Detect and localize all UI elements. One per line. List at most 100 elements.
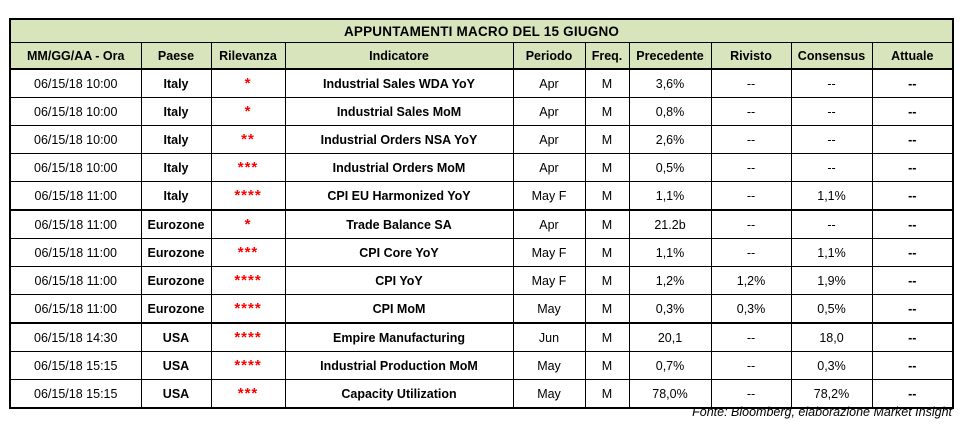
cell-attuale: --	[871, 266, 954, 295]
cell-rivisto: 1,2%	[710, 266, 792, 295]
cell-rilevanza: *	[210, 97, 286, 126]
cell-rivisto: --	[710, 238, 792, 267]
table-row: 06/15/18 10:00 Italy * Industrial Sales MoM…	[9, 97, 954, 126]
cell-consensus: 1,9%	[790, 266, 873, 295]
cell-rivisto: 0,3%	[710, 294, 792, 324]
cell-periodo: Apr	[512, 209, 586, 239]
table-row: 06/15/18 11:00 Eurozone *** CPI Core YoY May…	[9, 238, 954, 267]
cell-periodo: May	[512, 351, 586, 380]
cell-indicatore: CPI Core YoY	[284, 238, 514, 267]
column-header-periodo: Periodo	[512, 42, 586, 70]
cell-periodo: May F	[512, 181, 586, 211]
cell-paese: Eurozone	[140, 294, 212, 324]
cell-freq: M	[584, 351, 630, 380]
cell-datetime: 06/15/18 10:00	[9, 68, 142, 98]
cell-rilevanza: ****	[210, 266, 286, 295]
cell-datetime: 06/15/18 10:00	[9, 153, 142, 182]
cell-attuale: --	[871, 294, 954, 324]
cell-consensus: --	[790, 68, 873, 98]
cell-precedente: 0,3%	[628, 294, 712, 324]
cell-rilevanza: **	[210, 125, 286, 154]
cell-attuale: --	[871, 68, 954, 98]
cell-datetime: 06/15/18 14:30	[9, 322, 142, 352]
cell-periodo: Apr	[512, 125, 586, 154]
cell-indicatore: Industrial Orders MoM	[284, 153, 514, 182]
table-row: 06/15/18 10:00 Italy ** Industrial Orders N…	[9, 125, 954, 154]
cell-rivisto: --	[710, 351, 792, 380]
cell-consensus: --	[790, 97, 873, 126]
cell-indicatore: CPI EU Harmonized YoY	[284, 181, 514, 211]
table-row: 06/15/18 11:00 Eurozone * Trade Balance SA A…	[9, 209, 954, 239]
cell-freq: M	[584, 379, 630, 409]
cell-attuale: --	[871, 351, 954, 380]
cell-indicatore: CPI YoY	[284, 266, 514, 295]
cell-attuale: --	[871, 322, 954, 352]
cell-paese: Italy	[140, 181, 212, 211]
column-header-attuale: Attuale	[871, 42, 954, 70]
cell-rilevanza: ***	[210, 238, 286, 267]
cell-rilevanza: ****	[210, 181, 286, 211]
table-row: 06/15/18 15:15 USA *** Capacity Utilization…	[9, 379, 954, 409]
cell-freq: M	[584, 97, 630, 126]
column-header-consensus: Consensus	[790, 42, 873, 70]
cell-datetime: 06/15/18 11:00	[9, 181, 142, 211]
cell-periodo: Apr	[512, 153, 586, 182]
cell-datetime: 06/15/18 11:00	[9, 238, 142, 267]
cell-paese: Eurozone	[140, 266, 212, 295]
cell-rivisto: --	[710, 125, 792, 154]
cell-precedente: 1,1%	[628, 238, 712, 267]
cell-consensus: 0,5%	[790, 294, 873, 324]
column-header-precedente: Precedente	[628, 42, 712, 70]
macro-calendar-table: APPUNTAMENTI MACRO DEL 15 GIUGNO MM/GG/A…	[9, 18, 955, 409]
cell-indicatore: Empire Manufacturing	[284, 322, 514, 352]
cell-datetime: 06/15/18 10:00	[9, 125, 142, 154]
cell-paese: USA	[140, 379, 212, 409]
cell-attuale: --	[871, 238, 954, 267]
cell-datetime: 06/15/18 15:15	[9, 351, 142, 380]
cell-rilevanza: ****	[210, 322, 286, 352]
cell-rivisto: --	[710, 209, 792, 239]
cell-paese: Italy	[140, 68, 212, 98]
cell-rilevanza: ***	[210, 153, 286, 182]
cell-indicatore: Industrial Sales WDA YoY	[284, 68, 514, 98]
column-header-rilevanza: Rilevanza	[210, 42, 286, 70]
cell-freq: M	[584, 153, 630, 182]
cell-attuale: --	[871, 97, 954, 126]
cell-indicatore: Trade Balance SA	[284, 209, 514, 239]
cell-rilevanza: ****	[210, 351, 286, 380]
table-row: 06/15/18 14:30 USA **** Empire Manufacturin…	[9, 322, 954, 352]
cell-attuale: --	[871, 125, 954, 154]
cell-periodo: May F	[512, 266, 586, 295]
table-title: APPUNTAMENTI MACRO DEL 15 GIUGNO	[9, 18, 954, 43]
table-row: 06/15/18 10:00 Italy *** Industrial Orders …	[9, 153, 954, 182]
cell-consensus: --	[790, 125, 873, 154]
cell-indicatore: Industrial Production MoM	[284, 351, 514, 380]
column-header-indicatore: Indicatore	[284, 42, 514, 70]
cell-rilevanza: ***	[210, 379, 286, 409]
column-header-rivisto: Rivisto	[710, 42, 792, 70]
cell-freq: M	[584, 238, 630, 267]
cell-precedente: 0,5%	[628, 153, 712, 182]
cell-periodo: May	[512, 379, 586, 409]
cell-precedente: 3,6%	[628, 68, 712, 98]
cell-rilevanza: *	[210, 209, 286, 239]
cell-freq: M	[584, 181, 630, 211]
cell-paese: Italy	[140, 125, 212, 154]
cell-periodo: Apr	[512, 97, 586, 126]
cell-rivisto: --	[710, 181, 792, 211]
cell-attuale: --	[871, 209, 954, 239]
cell-precedente: 21.2b	[628, 209, 712, 239]
cell-periodo: Jun	[512, 322, 586, 352]
cell-attuale: --	[871, 181, 954, 211]
cell-consensus: 1,1%	[790, 238, 873, 267]
table-row: 06/15/18 11:00 Eurozone **** CPI MoM May M 0,3…	[9, 294, 954, 324]
cell-indicatore: CPI MoM	[284, 294, 514, 324]
cell-freq: M	[584, 125, 630, 154]
cell-precedente: 0,8%	[628, 97, 712, 126]
cell-precedente: 0,7%	[628, 351, 712, 380]
cell-freq: M	[584, 322, 630, 352]
cell-precedente: 2,6%	[628, 125, 712, 154]
cell-paese: USA	[140, 351, 212, 380]
